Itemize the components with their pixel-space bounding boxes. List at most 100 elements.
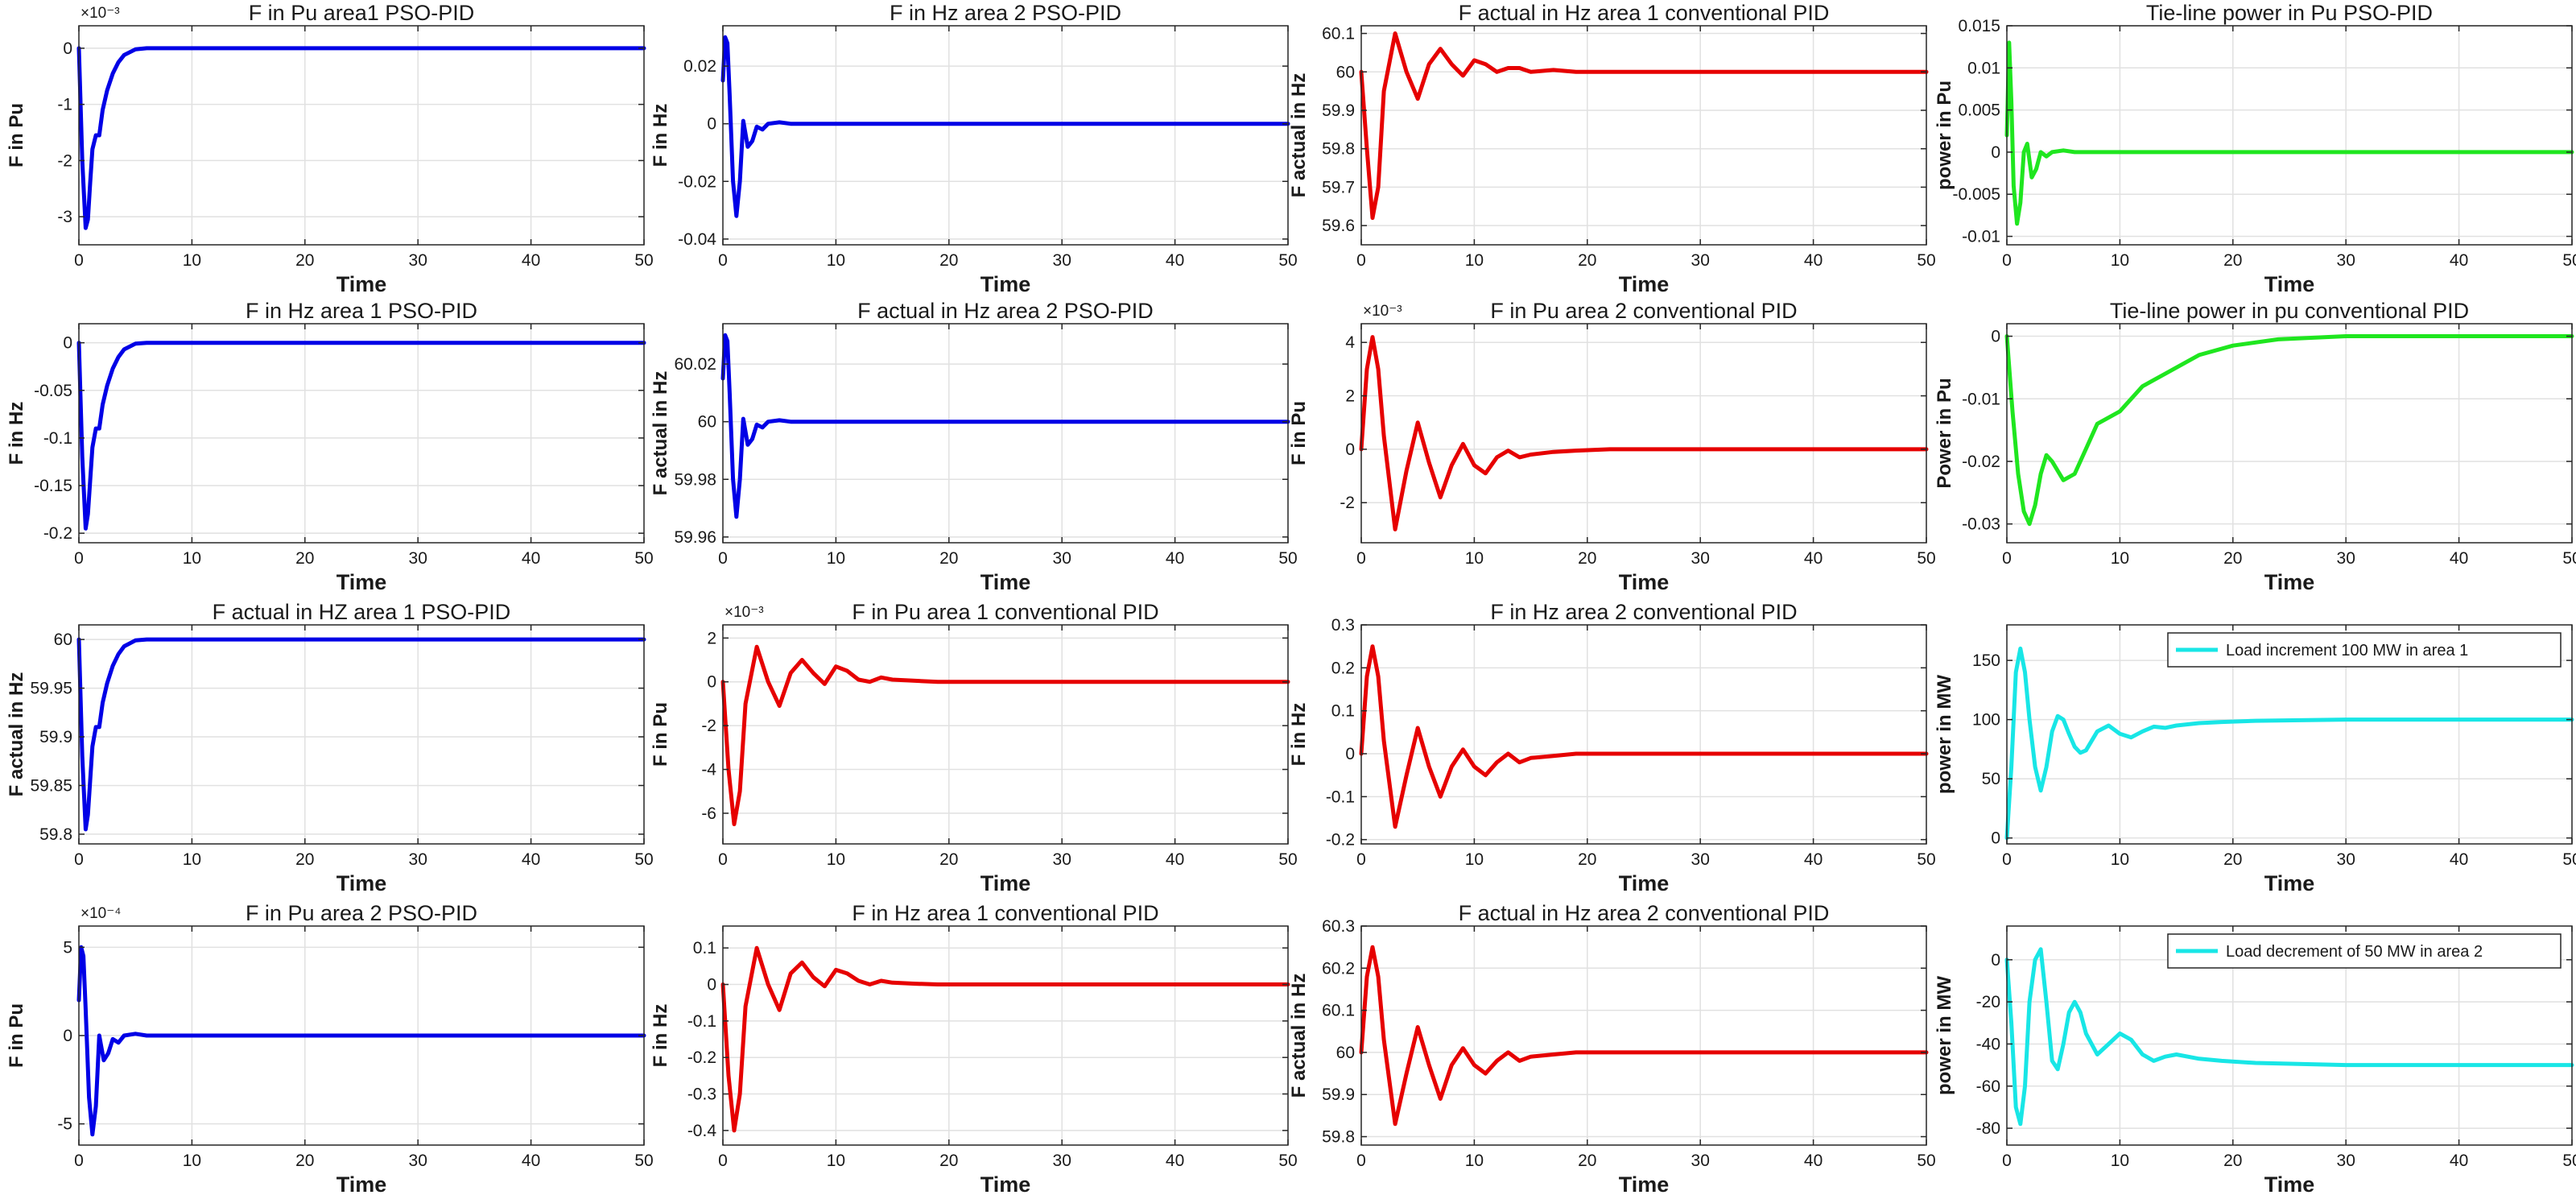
x-axis-label: Time xyxy=(336,272,387,296)
x-tick-label: 50 xyxy=(1278,251,1297,270)
series-line-p21 xyxy=(76,341,646,531)
x-tick-label: 50 xyxy=(2562,549,2576,568)
y-tick-label: 150 xyxy=(1972,651,2000,670)
y-tick-label: 59.9 xyxy=(1322,101,1355,120)
y-tick-label: -0.03 xyxy=(1962,515,2000,534)
subplot-p21: 0 10 20 30 40 50 0 -0.05 -0.1 -0.15 -0.2 F in Hz ar… xyxy=(6,299,654,594)
y-tick-label: 59.8 xyxy=(1322,140,1355,159)
y-tick-label: 60.3 xyxy=(1322,917,1355,936)
y-tick-label: 60.2 xyxy=(1322,959,1355,978)
y-axis-label: F actual in Hz xyxy=(1288,974,1310,1098)
y-tick-label: -0.01 xyxy=(1962,390,2000,408)
chart-title: F in Hz area 2 conventional PID xyxy=(1490,600,1797,624)
axes-box xyxy=(722,925,1289,1146)
y-tick-label: 0 xyxy=(1345,745,1355,763)
x-tick-label: 10 xyxy=(1465,850,1484,869)
y-tick-label: 0.2 xyxy=(1331,659,1355,677)
y-tick-label: 59.98 xyxy=(674,470,716,489)
series-line-p23 xyxy=(1359,335,1929,531)
y-axis-label: Power in Pu xyxy=(1934,378,1955,488)
axes-box xyxy=(78,323,645,544)
x-tick-label: 0 xyxy=(718,549,728,568)
axes-box xyxy=(2006,25,2573,246)
chart-title: F in Hz area 1 PSO-PID xyxy=(246,299,477,323)
series-line-p44 xyxy=(2004,947,2574,1127)
y-tick-label: 0.02 xyxy=(683,57,716,76)
subplot-p34: 0 10 20 30 40 50 150 100 50 0 Time power in MW Load … xyxy=(1934,624,2576,895)
y-tick-label: -2 xyxy=(701,717,716,735)
x-tick-label: 50 xyxy=(2562,850,2576,869)
legend-label: Load increment 100 MW in area 1 xyxy=(2226,642,2468,660)
legend: Load decrement of 50 MW in area 2 xyxy=(2167,933,2562,969)
y-axis-label: F in Hz xyxy=(650,104,671,167)
x-tick-label: 10 xyxy=(827,1152,845,1170)
x-axis-label: Time xyxy=(1619,1172,1670,1195)
x-tick-label: 30 xyxy=(1053,850,1071,869)
chart-title: F in Pu area 2 PSO-PID xyxy=(246,901,477,925)
subplot-p12: 0 10 20 30 40 50 0.02 0 -0.02 -0.04 F in Hz area 2… xyxy=(650,1,1298,296)
x-tick-label: 40 xyxy=(522,549,540,568)
y-axis-label: F actual in Hz xyxy=(1288,73,1310,198)
y-tick-label: 59.6 xyxy=(1322,217,1355,235)
series-line-p13 xyxy=(1359,31,1929,221)
x-tick-label: 40 xyxy=(1166,850,1184,869)
y-tick-label: 59.7 xyxy=(1322,178,1355,196)
x-tick-label: 0 xyxy=(718,251,728,270)
chart-title: Tie-line power in pu conventional PID xyxy=(2110,299,2469,323)
x-tick-label: 50 xyxy=(1917,850,1935,869)
axes-box xyxy=(1360,25,1927,246)
x-tick-label: 50 xyxy=(1917,1152,1935,1170)
x-tick-label: 30 xyxy=(2337,251,2355,270)
x-axis-label: Time xyxy=(980,871,1031,895)
x-tick-label: 10 xyxy=(183,549,201,568)
y-tick-label: 59.8 xyxy=(1322,1128,1355,1147)
series-line-p41 xyxy=(76,945,646,1137)
plot-area xyxy=(1361,625,1926,844)
y-tick-label: 0 xyxy=(707,115,716,134)
plot-area xyxy=(2007,324,2572,543)
x-tick-label: 20 xyxy=(939,1152,958,1170)
x-tick-label: 10 xyxy=(827,251,845,270)
x-tick-label: 40 xyxy=(1804,251,1823,270)
y-tick-label: -0.05 xyxy=(34,382,72,400)
legend: Load increment 100 MW in area 1 xyxy=(2167,632,2562,668)
axes-box xyxy=(2006,624,2573,845)
x-tick-label: 40 xyxy=(1166,251,1184,270)
x-tick-label: 0 xyxy=(1356,549,1366,568)
subplot-p14: 0 10 20 30 40 50 0.015 0.01 0.005 0 -0.005 -0.01 Tie… xyxy=(1934,1,2576,296)
x-tick-label: 20 xyxy=(939,850,958,869)
series-line-p12 xyxy=(720,35,1290,218)
axes-box xyxy=(722,25,1289,246)
plot-area xyxy=(79,625,644,844)
plot-area xyxy=(723,26,1288,245)
x-tick-label: 20 xyxy=(295,251,314,270)
chart-title: F in Hz area 1 conventional PID xyxy=(852,901,1158,925)
plot-area xyxy=(79,26,644,245)
x-tick-label: 50 xyxy=(1917,251,1935,270)
x-tick-label: 40 xyxy=(1804,1152,1823,1170)
x-tick-label: 30 xyxy=(1691,850,1710,869)
x-tick-label: 40 xyxy=(522,850,540,869)
series-line-p22 xyxy=(720,333,1290,519)
x-tick-label: 30 xyxy=(1053,549,1071,568)
series-line-p24 xyxy=(2004,334,2574,527)
chart-title: F in Hz area 2 PSO-PID xyxy=(890,1,1121,25)
y-tick-label: 0 xyxy=(63,334,72,353)
y-tick-label: 0 xyxy=(707,673,716,692)
x-tick-label: 20 xyxy=(2223,1152,2242,1170)
y-axis-label: F in Pu xyxy=(650,702,671,767)
y-tick-label: -0.1 xyxy=(43,429,72,448)
axes-box xyxy=(78,25,645,246)
y-tick-label: 0.005 xyxy=(1958,101,2000,120)
y-tick-label: 0 xyxy=(1991,829,2000,848)
x-tick-label: 50 xyxy=(1278,1152,1297,1170)
x-axis-label: Time xyxy=(1619,570,1670,594)
x-axis-label: Time xyxy=(336,1172,387,1195)
y-tick-label: 0.015 xyxy=(1958,17,2000,35)
y-tick-label: 0 xyxy=(1991,328,2000,346)
y-tick-label: 0 xyxy=(707,976,716,994)
y-tick-label: -5 xyxy=(57,1115,72,1134)
x-axis-label: Time xyxy=(2264,570,2315,594)
y-tick-label: -0.01 xyxy=(1962,228,2000,246)
